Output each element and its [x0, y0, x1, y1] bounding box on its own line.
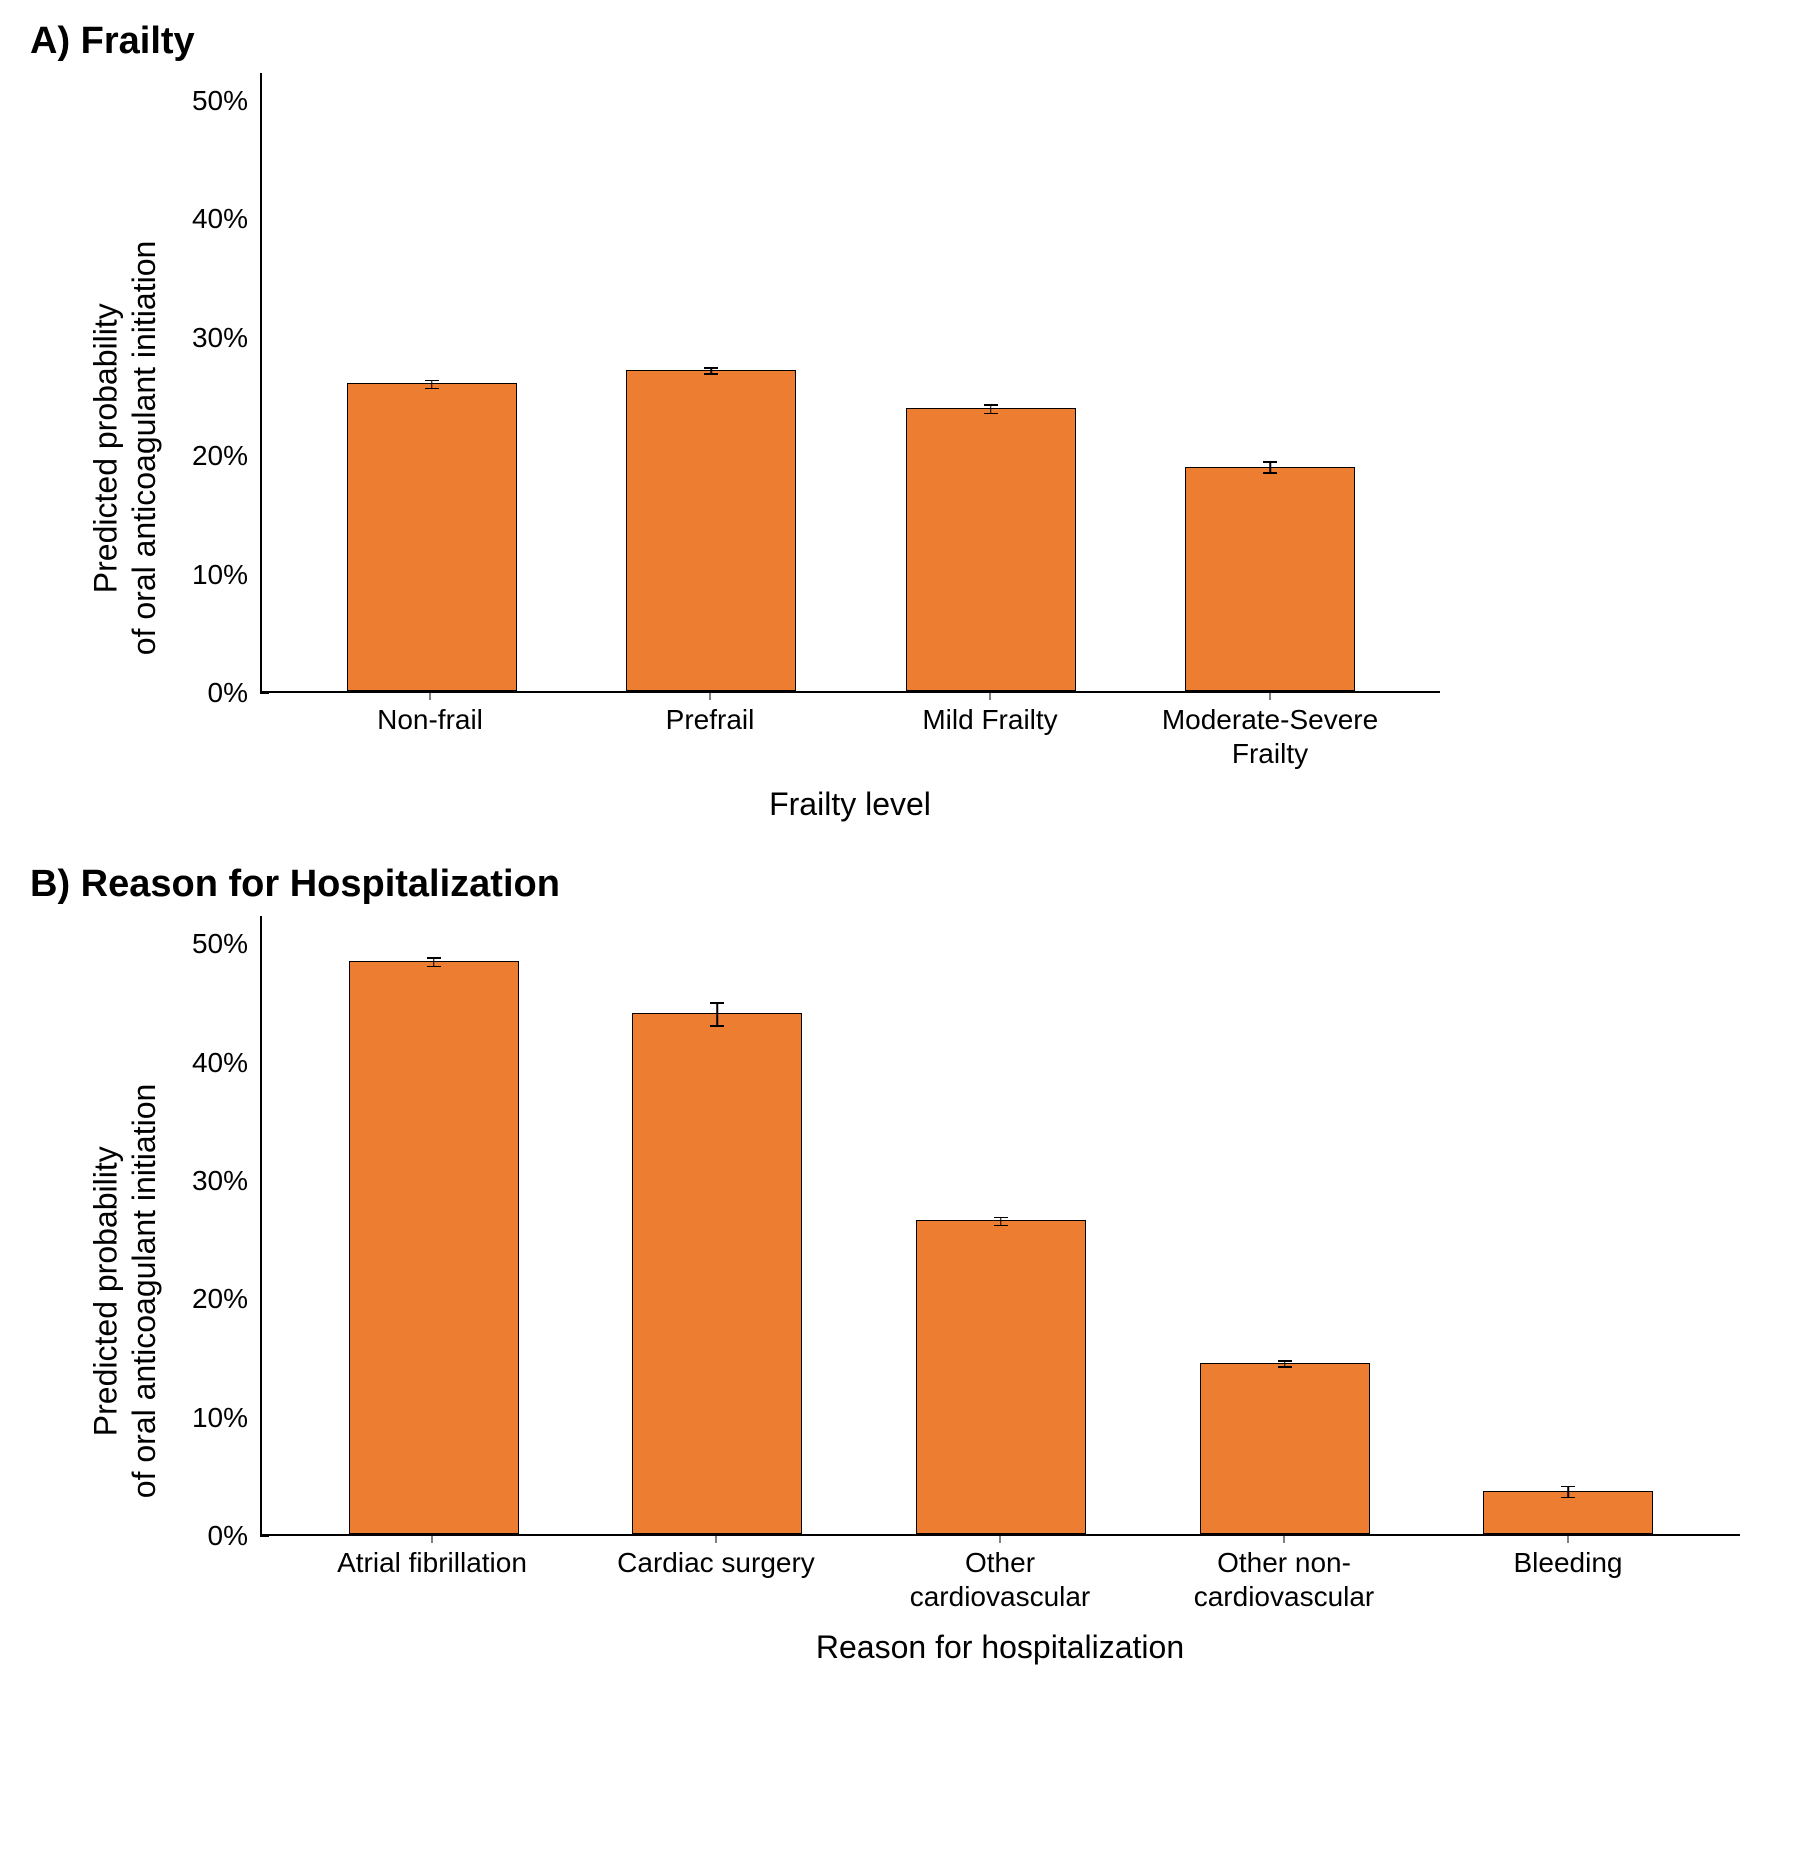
panel-a-plot-row: 50%40%30%20%10%0% [170, 73, 1440, 693]
panel-b-ylabel: Predicted probability of oral anticoagul… [80, 916, 170, 1666]
bar [906, 408, 1076, 691]
bar [916, 1220, 1086, 1534]
bar-slot [1131, 73, 1411, 691]
error-bar [994, 1217, 1008, 1227]
ytick: 50% [170, 930, 260, 958]
error-bar [425, 380, 439, 390]
error-bar [704, 367, 718, 374]
xtick-label: Atrial fibrillation [290, 1536, 574, 1580]
bar-slot [292, 73, 572, 691]
panel-a-title: A) Frailty [30, 20, 1780, 63]
xtick: Prefrail [570, 693, 850, 770]
bar [1200, 1363, 1370, 1534]
panel-b-bars [262, 916, 1740, 1534]
ytick: 0% [170, 679, 260, 707]
ytick: 50% [170, 87, 260, 115]
xtick-label: Other non- cardiovascular [1142, 1536, 1426, 1613]
error-bar [427, 957, 441, 967]
bar [632, 1013, 802, 1534]
figure: A) Frailty Predicted probability of oral… [20, 20, 1780, 1666]
xtick: Mild Frailty [850, 693, 1130, 770]
bar-slot [1143, 916, 1427, 1534]
panel-b-plot-area [260, 916, 1740, 1536]
bar-slot [292, 916, 576, 1534]
panel-b-chart: Predicted probability of oral anticoagul… [20, 916, 1780, 1666]
bar-slot [1426, 916, 1710, 1534]
bar [349, 961, 519, 1534]
panel-a-ylabel: Predicted probability of oral anticoagul… [80, 73, 170, 823]
panel-b-xlabel: Reason for hospitalization [260, 1629, 1740, 1666]
xtick: Atrial fibrillation [290, 1536, 574, 1613]
ytick: 40% [170, 205, 260, 233]
xtick-label: Bleeding [1426, 1536, 1710, 1580]
panel-a: A) Frailty Predicted probability of oral… [20, 20, 1780, 823]
xtick: Other cardiovascular [858, 1536, 1142, 1613]
panel-a-xlabel: Frailty level [260, 786, 1440, 823]
xtick-label: Other cardiovascular [858, 1536, 1142, 1613]
bar [347, 383, 517, 691]
panel-b-xaxis: Atrial fibrillationCardiac surgeryOther … [260, 1536, 1740, 1613]
panel-a-xaxis: Non-frailPrefrailMild FrailtyModerate-Se… [260, 693, 1440, 770]
bar-slot [851, 73, 1131, 691]
error-bar [1278, 1360, 1292, 1367]
bar-slot [572, 73, 852, 691]
xtick-label: Non-frail [290, 693, 570, 737]
bar [1483, 1491, 1653, 1534]
error-bar [984, 404, 998, 414]
xtick: Moderate-Severe Frailty [1130, 693, 1410, 770]
bar [626, 370, 796, 691]
error-bar [1561, 1486, 1575, 1498]
panel-a-chart: Predicted probability of oral anticoagul… [20, 73, 1780, 823]
ytick: 20% [170, 442, 260, 470]
ytick: 20% [170, 1285, 260, 1313]
panel-b-plot-row: 50%40%30%20%10%0% [170, 916, 1740, 1536]
error-bar [1263, 461, 1277, 473]
xtick: Other non- cardiovascular [1142, 1536, 1426, 1613]
panel-a-plot-area [260, 73, 1440, 693]
xtick-label: Prefrail [570, 693, 850, 737]
ytick: 10% [170, 1404, 260, 1432]
xtick-label: Cardiac surgery [574, 1536, 858, 1580]
ytick: 40% [170, 1049, 260, 1077]
ytick: 30% [170, 324, 260, 352]
panel-b-yaxis: 50%40%30%20%10%0% [170, 916, 260, 1536]
xtick-label: Mild Frailty [850, 693, 1130, 737]
xtick-label: Moderate-Severe Frailty [1130, 693, 1410, 770]
xtick: Bleeding [1426, 1536, 1710, 1613]
bar-slot [859, 916, 1143, 1534]
error-bar [710, 1002, 724, 1027]
panel-a-bars [262, 73, 1440, 691]
panel-b-plot-column: 50% 40% 30% 20% 10% 0% Atrial fibrillationCar… [170, 916, 1740, 1666]
panel-b: B) Reason for Hospitalization Predicted … [20, 863, 1780, 1666]
ytick: 0% [170, 1522, 260, 1550]
bar [1185, 467, 1355, 691]
bar-slot [576, 916, 860, 1534]
ytick: 10% [170, 561, 260, 589]
xtick: Cardiac surgery [574, 1536, 858, 1613]
xtick: Non-frail [290, 693, 570, 770]
panel-a-yaxis: 50%40%30%20%10%0% [170, 73, 260, 693]
panel-b-title: B) Reason for Hospitalization [30, 863, 1780, 906]
ytick: 30% [170, 1167, 260, 1195]
panel-a-plot-column: 50% 40% 30% 20% 10% 0% Non-frailPrefrailMild … [170, 73, 1440, 823]
